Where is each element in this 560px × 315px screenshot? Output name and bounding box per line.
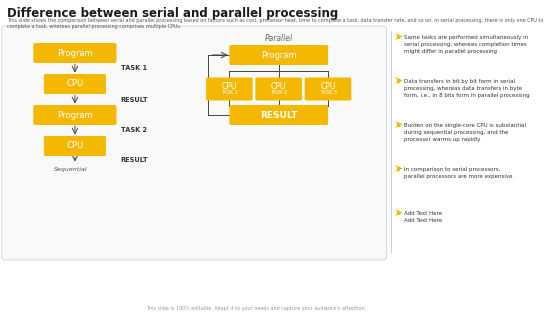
Text: In comparison to serial processors,
parallel processors are more expensive: In comparison to serial processors, para… [404,167,512,179]
Text: Data transfers in bit by bit form in serial
processing, whereas data transfers i: Data transfers in bit by bit form in ser… [404,79,530,98]
Text: Burden on the single-core CPU is substantial
during sequential processing, and t: Burden on the single-core CPU is substan… [404,123,526,142]
Text: Sequential: Sequential [54,167,87,171]
FancyBboxPatch shape [396,78,400,83]
FancyBboxPatch shape [230,45,328,65]
Text: CPU: CPU [67,141,83,151]
Text: CPU: CPU [222,82,237,91]
Text: TASK 2: TASK 2 [270,89,287,94]
Text: Add Text Here
Add Text Here: Add Text Here Add Text Here [404,211,442,223]
Text: TASK 1: TASK 1 [221,89,238,94]
FancyBboxPatch shape [396,167,400,170]
FancyBboxPatch shape [206,77,253,100]
FancyBboxPatch shape [255,77,302,100]
Text: TASK 3: TASK 3 [320,89,337,94]
Text: CPU: CPU [67,79,83,89]
Text: Difference between serial and parallel processing: Difference between serial and parallel p… [7,7,339,20]
Text: Program: Program [57,111,93,119]
FancyBboxPatch shape [44,136,106,156]
Text: CPU: CPU [320,82,335,91]
Text: RESULT: RESULT [260,111,297,119]
Text: This slide shows the comparison between serial and parallel processing based on : This slide shows the comparison between … [7,18,544,29]
Text: Program: Program [57,49,93,58]
Text: This slide is 100% editable. Adapt it to your needs and capture your audience's : This slide is 100% editable. Adapt it to… [146,306,366,311]
Text: Parallel: Parallel [265,34,293,43]
Text: TASK 1: TASK 1 [120,66,147,72]
FancyBboxPatch shape [44,74,106,94]
Text: RESULT: RESULT [120,157,148,163]
Text: RESULT: RESULT [120,96,148,102]
Text: Program: Program [261,50,296,60]
FancyBboxPatch shape [34,43,116,63]
Text: CPU: CPU [271,82,286,91]
FancyBboxPatch shape [396,123,400,127]
Text: TASK 2: TASK 2 [120,128,147,134]
FancyBboxPatch shape [230,105,328,125]
FancyBboxPatch shape [305,77,351,100]
Text: Same tasks are performed simultaneously in
serial processing, whereas completion: Same tasks are performed simultaneously … [404,35,528,54]
FancyBboxPatch shape [34,105,116,125]
FancyBboxPatch shape [396,210,400,215]
FancyBboxPatch shape [2,26,386,260]
FancyBboxPatch shape [396,35,400,38]
